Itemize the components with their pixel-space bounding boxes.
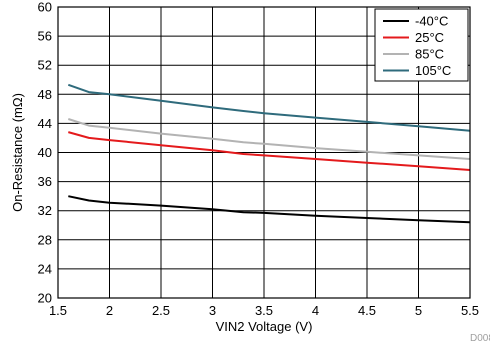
series-line-105c (67, 83, 471, 132)
series-layer (67, 83, 471, 224)
series-line-85c (67, 118, 471, 160)
x-tick-label: 2 (106, 303, 113, 318)
y-tick-label: 44 (38, 116, 52, 131)
series-line-25c (68, 131, 471, 171)
tick-labels: 1.5 2 2.5 3 3.5 4 4.5 5 5.5 20 24 28 32 36 40 44 48 52 56 6… (38, 0, 480, 318)
y-tick-label: 40 (38, 145, 52, 160)
x-tick-label: 5 (415, 303, 422, 318)
legend-label: 25°C (415, 30, 444, 45)
x-tick-label: 4.5 (358, 303, 376, 318)
y-tick-label: 48 (38, 87, 52, 102)
y-tick-label: 52 (38, 58, 52, 73)
plot-frame (57, 6, 471, 299)
x-tick-label: 2.5 (152, 303, 170, 318)
y-tick-label: 36 (38, 174, 52, 189)
series-line-40c (68, 195, 471, 224)
y-tick-label: 60 (38, 0, 52, 15)
x-tick-label: 5.5 (461, 303, 479, 318)
legend-label: 105°C (415, 63, 451, 78)
x-tick-label: 3.5 (255, 303, 273, 318)
y-tick-label: 24 (38, 261, 52, 276)
figure-id: D008 (470, 333, 490, 344)
y-tick-label: 28 (38, 232, 52, 247)
y-tick-label: 56 (38, 29, 52, 44)
x-tick-label: 3 (209, 303, 216, 318)
x-tick-label: 4 (312, 303, 319, 318)
legend-label: -40°C (415, 14, 448, 29)
y-axis-label: On-Resistance (mΩ) (10, 93, 25, 212)
y-tick-label: 32 (38, 203, 52, 218)
x-axis-label: VIN2 Voltage (V) (216, 319, 313, 334)
legend-label: 85°C (415, 47, 444, 62)
y-tick-label: 20 (38, 291, 52, 306)
x-tick-label: 1.5 (49, 303, 67, 318)
